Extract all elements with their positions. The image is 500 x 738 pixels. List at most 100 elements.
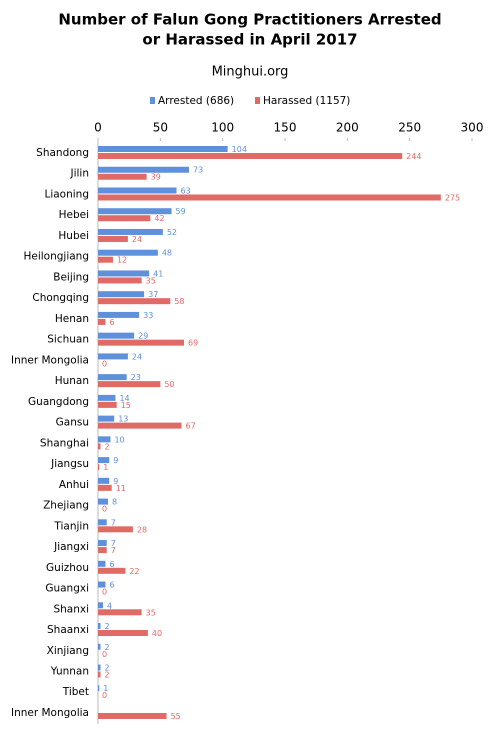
bar — [98, 415, 115, 422]
bar — [98, 457, 110, 464]
bar — [98, 484, 112, 491]
bar — [98, 422, 182, 429]
value-label: 73 — [193, 166, 203, 175]
bar — [98, 436, 111, 443]
bar — [98, 318, 106, 325]
bar — [98, 298, 171, 305]
value-label: 40 — [152, 629, 162, 638]
y-tick-label: Tianjin — [53, 520, 89, 532]
bar — [98, 685, 100, 692]
y-tick-label: Hubei — [58, 230, 89, 242]
bar — [98, 187, 177, 194]
bar — [98, 235, 128, 242]
value-label: 42 — [154, 214, 164, 223]
y-tick-label: Sichuan — [47, 334, 89, 346]
value-label: 28 — [137, 525, 147, 534]
value-label: 39 — [151, 173, 161, 182]
x-tick-label: 300 — [461, 121, 484, 135]
bar — [98, 256, 113, 263]
bar — [98, 215, 151, 222]
value-label: 35 — [146, 276, 156, 285]
y-tick-label: Chongqing — [32, 292, 89, 304]
bar — [98, 291, 145, 298]
bar — [98, 567, 126, 574]
chart-title: Number of Falun Gong Practitioners Arres… — [58, 11, 441, 29]
value-label: 14 — [119, 394, 129, 403]
bar — [98, 353, 128, 360]
bar — [98, 381, 161, 388]
value-label: 22 — [129, 567, 139, 576]
value-label: 8 — [112, 498, 117, 507]
bar — [98, 249, 158, 256]
value-label: 2 — [104, 442, 109, 451]
bar — [98, 498, 108, 505]
value-label: 29 — [138, 332, 148, 341]
value-label: 67 — [186, 422, 196, 431]
y-tick-label: Anhui — [59, 479, 89, 491]
value-label: 0 — [102, 359, 107, 368]
bar — [98, 712, 167, 719]
value-label: 244 — [406, 152, 421, 161]
value-label: 7 — [111, 518, 116, 527]
bar — [98, 581, 106, 588]
y-tick-label: Jiangsu — [50, 458, 89, 470]
bar — [98, 540, 107, 547]
value-label: 48 — [162, 249, 172, 258]
y-tick-label: Zhejiang — [43, 500, 89, 512]
bar — [98, 146, 228, 152]
value-label: 275 — [445, 193, 460, 202]
value-label: 10 — [114, 435, 124, 444]
bar — [98, 173, 147, 180]
bar — [98, 394, 116, 401]
value-label: 33 — [143, 311, 153, 320]
y-tick-label: Guangxi — [45, 583, 89, 595]
y-tick-label: Guizhou — [46, 562, 89, 574]
value-label: 12 — [117, 256, 127, 265]
value-label: 9 — [113, 456, 118, 465]
y-tick-label: Shanxi — [53, 603, 89, 615]
value-label: 50 — [164, 380, 174, 389]
bar — [98, 519, 107, 526]
value-label: 13 — [118, 415, 128, 424]
x-tick-label: 50 — [153, 121, 168, 135]
bar — [98, 166, 190, 173]
bar — [98, 270, 150, 277]
x-tick-label: 150 — [274, 121, 297, 135]
bar — [98, 643, 101, 650]
value-label: 41 — [153, 269, 163, 278]
y-tick-label: Yunnan — [50, 666, 89, 678]
y-tick-label: Inner Mongolia — [11, 707, 89, 719]
bar — [98, 401, 117, 408]
value-label: 1 — [103, 684, 108, 693]
bar — [98, 194, 441, 201]
bar — [98, 332, 135, 339]
y-tick-label: Shandong — [36, 147, 89, 159]
value-label: 24 — [132, 352, 142, 361]
legend-swatch — [150, 97, 155, 104]
value-label: 0 — [102, 505, 107, 514]
y-tick-label: Xinjiang — [47, 645, 89, 657]
value-label: 6 — [109, 560, 114, 569]
legend-swatch — [255, 97, 260, 104]
value-label: 63 — [181, 186, 191, 195]
value-label: 37 — [148, 290, 158, 299]
bar — [98, 374, 127, 381]
y-tick-label: Tibet — [62, 686, 89, 698]
y-tick-label: Jiangxi — [53, 541, 89, 553]
value-label: 1 — [103, 463, 108, 472]
bar — [98, 609, 142, 616]
bar — [98, 671, 101, 678]
bar — [98, 664, 101, 671]
value-label: 0 — [102, 691, 107, 700]
chart-title: or Harassed in April 2017 — [142, 31, 357, 49]
bar — [98, 560, 106, 567]
value-label: 7 — [111, 546, 116, 555]
bar — [98, 547, 107, 554]
y-tick-label: Guangdong — [28, 396, 89, 408]
value-label: 0 — [102, 588, 107, 597]
bar — [98, 228, 163, 235]
value-label: 6 — [109, 581, 114, 590]
chart-subtitle: Minghui.org — [212, 65, 289, 80]
value-label: 2 — [104, 643, 109, 652]
